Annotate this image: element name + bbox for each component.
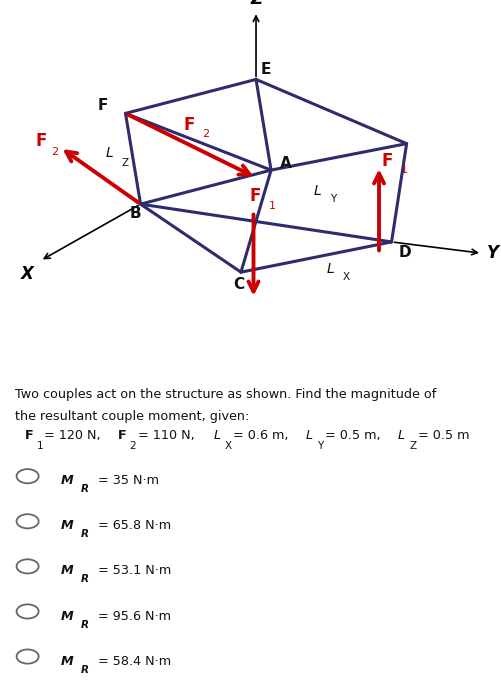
Text: = 0.5 m,: = 0.5 m, (324, 429, 380, 442)
Text: L: L (326, 262, 333, 276)
Text: = 58.4 N·m: = 58.4 N·m (98, 654, 171, 668)
Text: B: B (129, 206, 141, 221)
Text: C: C (232, 277, 243, 292)
Text: 2: 2 (51, 147, 58, 157)
Text: Two couples act on the structure as shown. Find the magnitude of: Two couples act on the structure as show… (15, 388, 435, 400)
Text: R: R (80, 484, 88, 494)
Text: Y: Y (316, 441, 322, 451)
Text: = 65.8 N·m: = 65.8 N·m (98, 519, 171, 532)
Text: X: X (21, 265, 34, 283)
Text: M: M (60, 519, 73, 532)
Text: R: R (80, 620, 88, 629)
Text: F: F (249, 187, 261, 205)
Text: 1: 1 (400, 165, 407, 175)
Text: Z: Z (249, 0, 262, 8)
Text: 2: 2 (202, 130, 209, 139)
Text: Z: Z (409, 441, 416, 451)
Text: = 110 N,: = 110 N, (137, 429, 194, 442)
Text: L: L (305, 429, 312, 442)
Text: L: L (313, 183, 321, 197)
Text: L: L (397, 429, 404, 442)
Text: D: D (398, 245, 411, 260)
Text: L: L (105, 146, 113, 160)
Text: F: F (183, 116, 194, 134)
Text: M: M (60, 475, 73, 487)
Text: M: M (60, 610, 73, 622)
Text: the resultant couple moment, given:: the resultant couple moment, given: (15, 410, 249, 424)
Text: 1: 1 (37, 441, 43, 451)
Text: A: A (280, 156, 291, 172)
Text: F: F (35, 132, 47, 150)
Text: Y: Y (486, 244, 498, 262)
Text: 2: 2 (129, 441, 136, 451)
Text: = 95.6 N·m: = 95.6 N·m (98, 610, 170, 622)
Text: = 53.1 N·m: = 53.1 N·m (98, 564, 171, 578)
Text: Y: Y (330, 194, 336, 204)
Text: F: F (381, 153, 392, 170)
Text: R: R (80, 529, 88, 540)
Text: F: F (118, 429, 126, 442)
Text: 1: 1 (268, 201, 275, 211)
Text: R: R (80, 664, 88, 675)
Text: X: X (224, 441, 231, 451)
Text: Z: Z (122, 158, 129, 167)
Text: R: R (80, 575, 88, 584)
Text: = 120 N,: = 120 N, (44, 429, 101, 442)
Text: F: F (97, 97, 108, 113)
Text: E: E (261, 62, 271, 77)
Text: M: M (60, 564, 73, 578)
Text: M: M (60, 654, 73, 668)
Text: F: F (25, 429, 34, 442)
Text: = 35 N·m: = 35 N·m (98, 475, 159, 487)
Text: = 0.6 m,: = 0.6 m, (232, 429, 288, 442)
Text: = 0.5 m: = 0.5 m (417, 429, 468, 442)
Text: L: L (213, 429, 220, 442)
Text: X: X (342, 272, 349, 281)
